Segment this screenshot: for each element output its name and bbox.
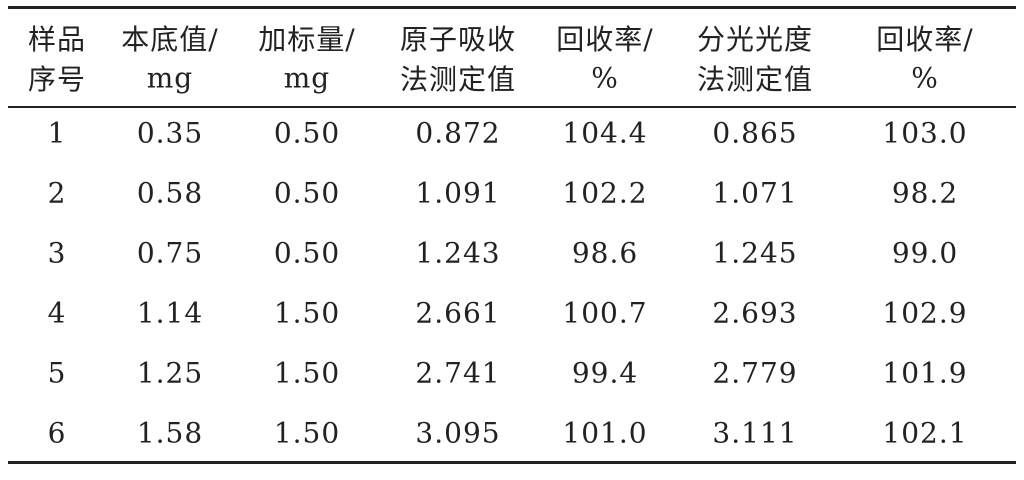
header-cell: 法测定值 <box>399 63 517 96</box>
header-cell: 回收率/ <box>556 23 654 56</box>
header-cell: % <box>911 61 939 95</box>
table-cell: 1.50 <box>273 296 341 330</box>
table-cell: 100.7 <box>562 296 648 330</box>
table-cell: 0.865 <box>712 116 798 150</box>
table-cell: 1 <box>47 116 67 150</box>
table-cell: 3.111 <box>712 416 798 450</box>
table-cell: 1.50 <box>273 416 341 450</box>
header-rule <box>8 106 1016 108</box>
table-cell: 3.095 <box>415 416 501 450</box>
table-cell: 0.50 <box>273 176 341 210</box>
table-cell: 1.071 <box>712 176 798 210</box>
table-cell: 2.693 <box>712 296 798 330</box>
table-cell: 102.9 <box>882 296 968 330</box>
header-cell: % <box>591 61 619 95</box>
table-cell: 1.25 <box>136 356 204 390</box>
table-cell: 104.4 <box>562 116 648 150</box>
table-cell: 0.50 <box>273 116 341 150</box>
table-cell: 1.50 <box>273 356 341 390</box>
header-cell: 分光光度 <box>696 23 814 56</box>
table-cell: 1.091 <box>415 176 501 210</box>
table-cell: 1.14 <box>136 296 204 330</box>
header-cell: 样品 <box>27 23 87 56</box>
header-cell: 本底值/ <box>121 23 219 56</box>
header-cell: mg <box>283 61 331 95</box>
table-cell: 5 <box>47 356 67 390</box>
header-cell: 原子吸收 <box>399 23 517 56</box>
table-cell: 4 <box>47 296 67 330</box>
table-cell: 2.741 <box>415 356 501 390</box>
table-cell: 1.245 <box>712 236 798 270</box>
table-cell: 0.35 <box>136 116 204 150</box>
table-cell: 102.2 <box>562 176 648 210</box>
top-rule <box>8 6 1016 9</box>
table-cell: 1.243 <box>415 236 501 270</box>
table-cell: 1.58 <box>136 416 204 450</box>
table-cell: 101.9 <box>882 356 968 390</box>
table-cell: 101.0 <box>562 416 648 450</box>
table-cell: 98.6 <box>571 236 639 270</box>
table-cell: 0.75 <box>136 236 204 270</box>
table-cell: 3 <box>47 236 67 270</box>
bottom-rule <box>8 461 1016 464</box>
table-cell: 98.2 <box>891 176 959 210</box>
table-cell: 99.0 <box>891 236 959 270</box>
table-cell: 0.872 <box>415 116 501 150</box>
table-cell: 102.1 <box>882 416 968 450</box>
table-cell: 99.4 <box>571 356 639 390</box>
header-cell: 回收率/ <box>876 23 974 56</box>
table-cell: 2.779 <box>712 356 798 390</box>
header-cell: 序号 <box>27 63 87 96</box>
header-cell: mg <box>146 61 194 95</box>
table-cell: 103.0 <box>882 116 968 150</box>
table-cell: 0.58 <box>136 176 204 210</box>
table-cell: 6 <box>47 416 67 450</box>
table-cell: 2 <box>47 176 67 210</box>
table-cell: 0.50 <box>273 236 341 270</box>
table-cell: 2.661 <box>415 296 501 330</box>
header-cell: 加标量/ <box>258 23 356 56</box>
header-cell: 法测定值 <box>696 63 814 96</box>
